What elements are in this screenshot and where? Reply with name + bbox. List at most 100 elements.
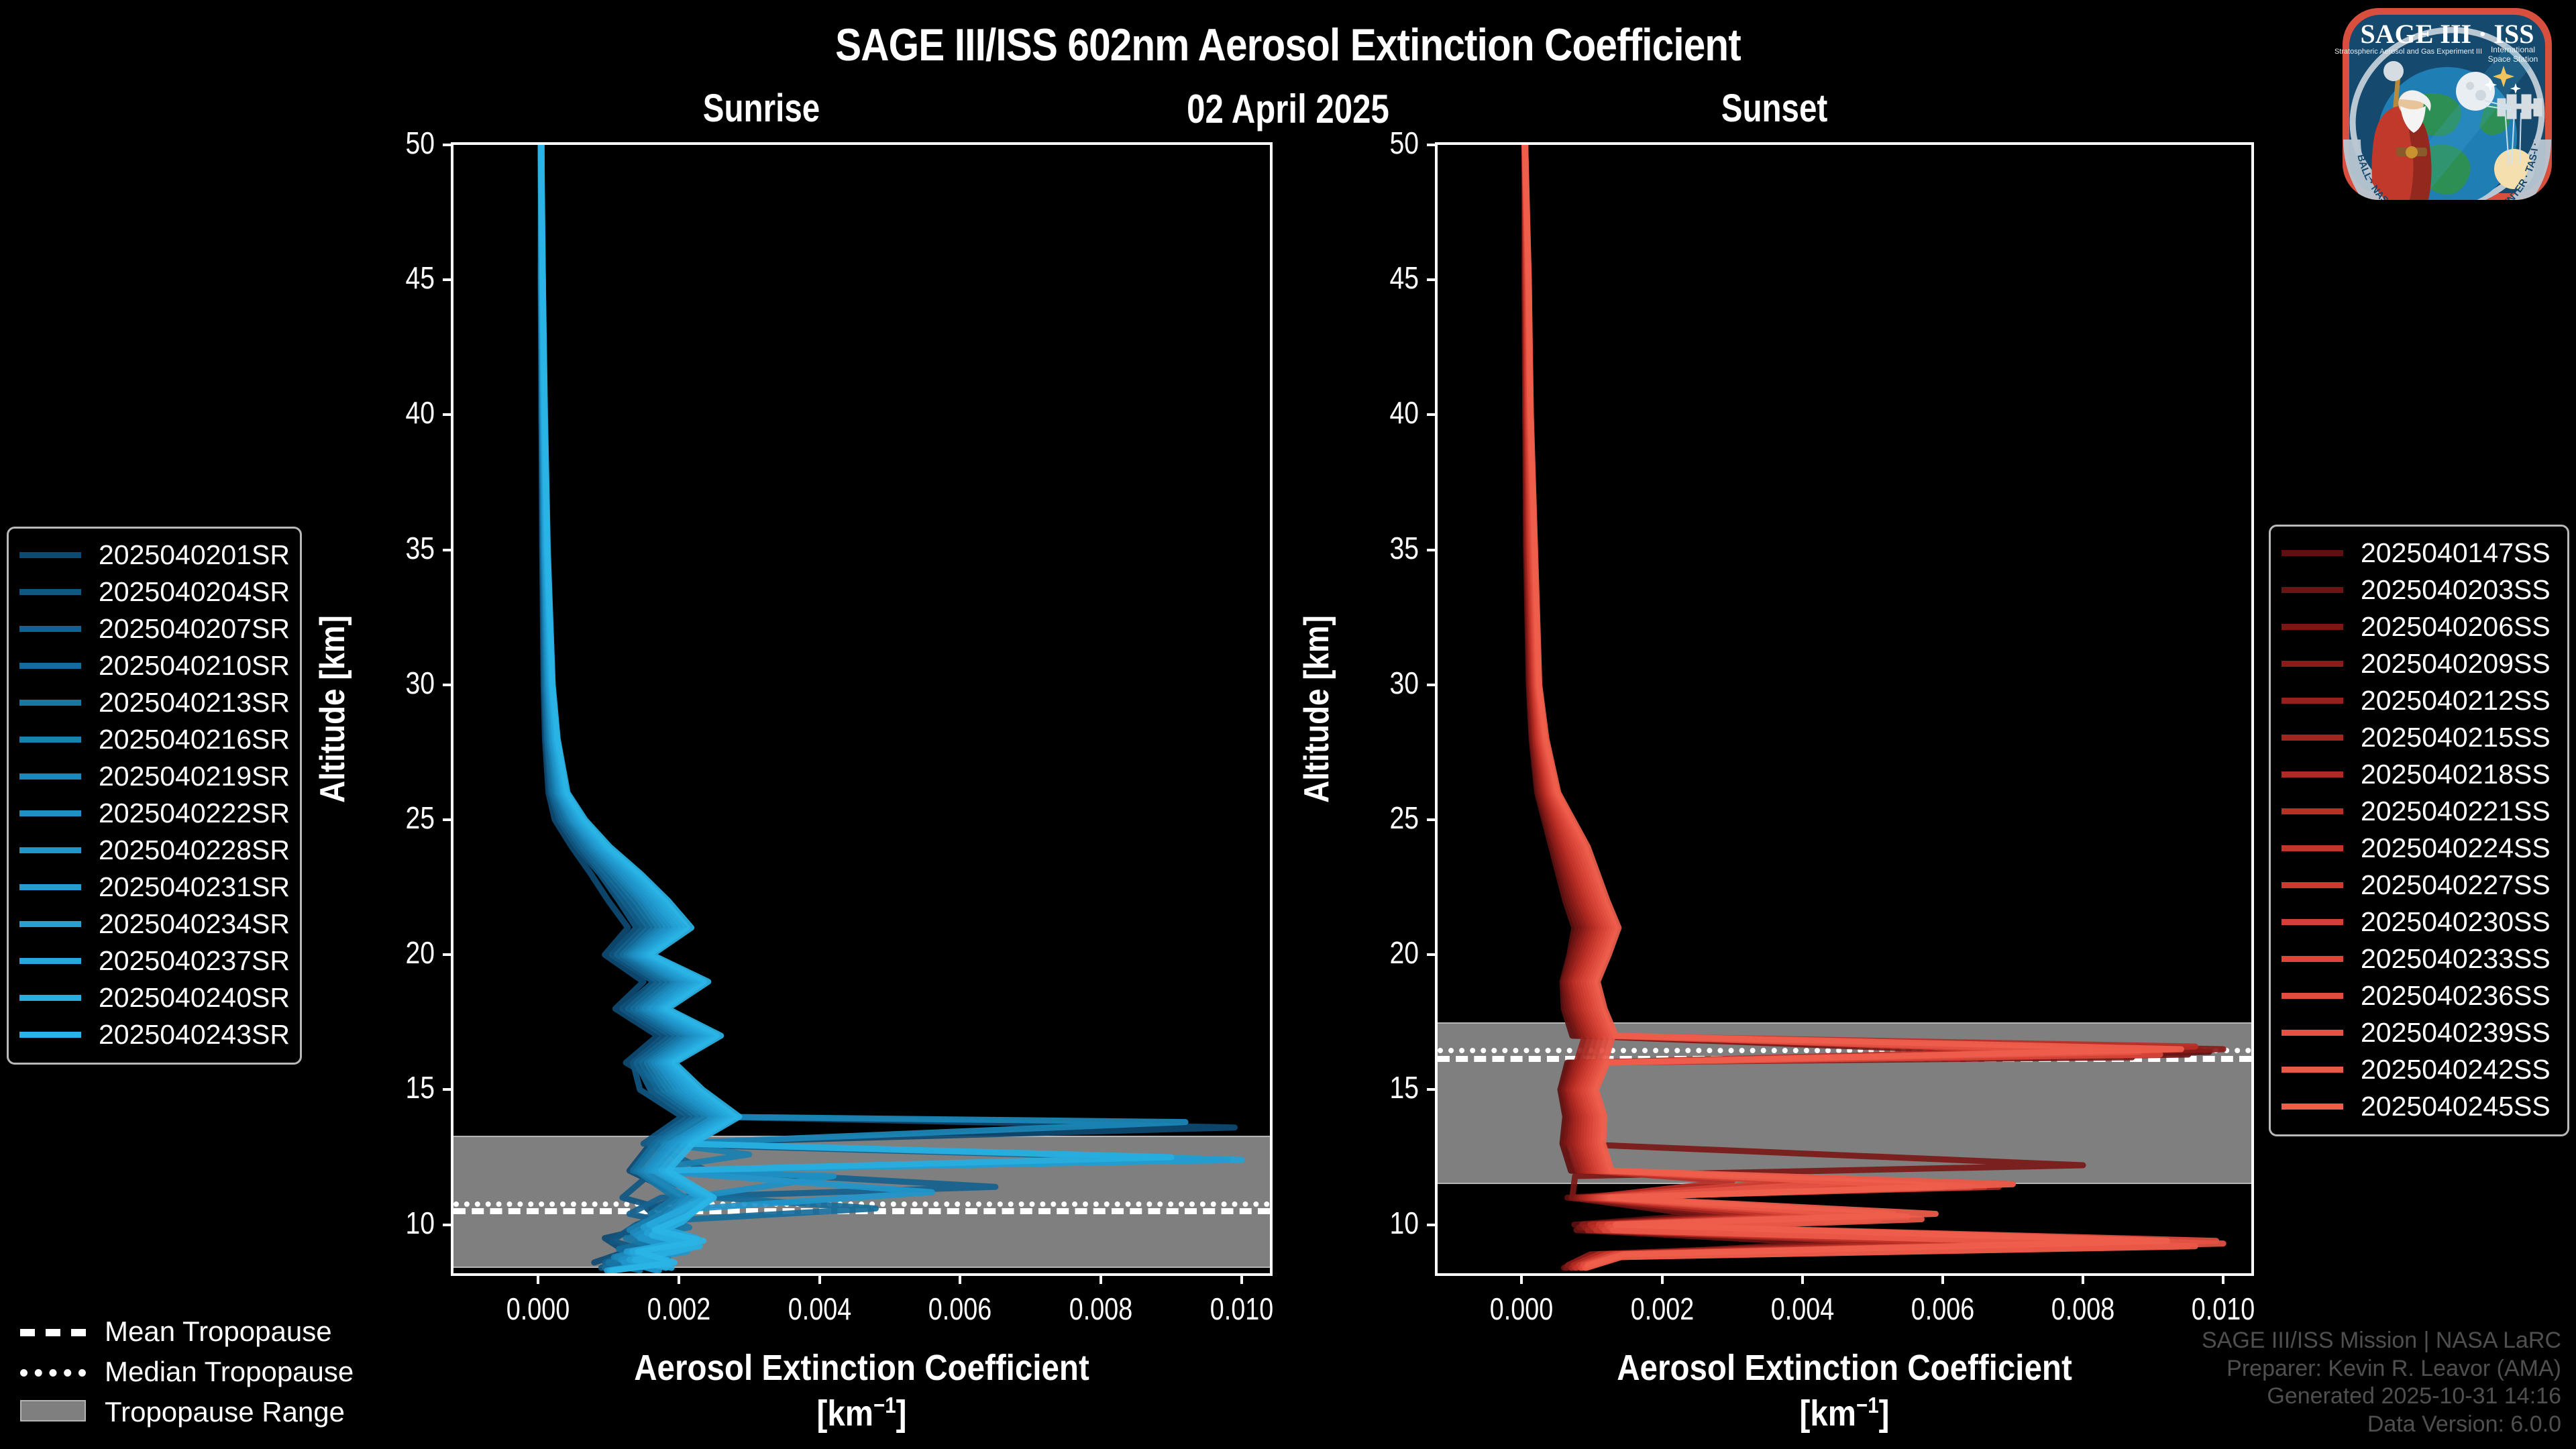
legend-item[interactable]: 2025040213SR: [19, 684, 290, 721]
x-tick-label: 0.002: [1630, 1291, 1694, 1326]
legend-item[interactable]: 2025040212SS: [2282, 682, 2557, 719]
x-tick-mark: [1660, 1273, 1664, 1284]
y-tick-label: 10: [1389, 1205, 1419, 1240]
legend-item[interactable]: 2025040243SR: [19, 1016, 290, 1053]
legend-item-label: 2025040215SS: [2361, 722, 2551, 753]
y-tick-mark: [443, 548, 453, 551]
legend-item[interactable]: 2025040239SS: [2282, 1014, 2557, 1051]
y-tick-label: 30: [405, 665, 435, 700]
legend-item-tropopause-range: Tropopause Range: [20, 1392, 436, 1432]
x-tick-mark: [2222, 1273, 2225, 1284]
extinction-profile-line: [1521, 145, 2135, 1271]
legend-color-swatch: [2282, 882, 2343, 888]
legend-color-swatch: [2282, 845, 2343, 851]
legend-item[interactable]: 2025040242SS: [2282, 1051, 2557, 1088]
legend-item[interactable]: 2025040215SS: [2282, 719, 2557, 756]
y-tick-label: 35: [1389, 530, 1419, 566]
x-axis-label-text: Aerosol Extinction Coefficient: [1617, 1348, 2072, 1388]
plot-area-sunset: [1435, 142, 2254, 1276]
legend-item-label: 2025040224SS: [2361, 833, 2551, 863]
legend-item-label: 2025040237SR: [99, 945, 290, 976]
legend-label-median: Median Tropopause: [105, 1356, 354, 1387]
legend-color-swatch: [19, 921, 81, 927]
legend-item-median-tropopause: Median Tropopause: [20, 1352, 436, 1392]
legend-item-label: 2025040206SS: [2361, 611, 2551, 642]
credits-line-preparer: Preparer: Kevin R. Leavor (AMA): [2226, 1355, 2561, 1381]
legend-item-label: 2025040212SS: [2361, 685, 2551, 716]
legend-item[interactable]: 2025040147SS: [2282, 535, 2557, 572]
y-tick-mark: [1427, 1223, 1438, 1226]
legend-color-swatch: [2282, 1104, 2343, 1110]
legend-item[interactable]: 2025040228SR: [19, 832, 290, 869]
legend-item[interactable]: 2025040210SR: [19, 647, 290, 684]
legend-item[interactable]: 2025040219SR: [19, 758, 290, 795]
credits-line-version: Data Version: 6.0.0: [2367, 1411, 2561, 1437]
dashed-line-icon: [20, 1324, 86, 1340]
legend-item[interactable]: 2025040204SR: [19, 574, 290, 610]
legend-item[interactable]: 2025040216SR: [19, 721, 290, 758]
panel-title-sunset: Sunset: [1721, 87, 1828, 130]
legend-color-swatch: [19, 773, 81, 780]
legend-item[interactable]: 2025040237SR: [19, 943, 290, 979]
legend-item[interactable]: 2025040236SS: [2282, 977, 2557, 1014]
x-tick-mark: [1240, 1273, 1244, 1284]
legend-item-label: 2025040207SR: [99, 613, 290, 644]
y-tick-label: 40: [405, 395, 435, 431]
legend-item[interactable]: 2025040224SS: [2282, 830, 2557, 867]
extinction-profile-line: [1521, 145, 2157, 1271]
legend-item[interactable]: 2025040209SS: [2282, 645, 2557, 682]
y-tick-mark: [443, 144, 453, 146]
legend-item[interactable]: 2025040206SS: [2282, 608, 2557, 645]
extinction-profile-line: [538, 145, 1245, 1271]
x-tick-label: 0.006: [1911, 1291, 1975, 1326]
y-tick-label: 30: [1389, 665, 1419, 700]
legend-item[interactable]: 2025040231SR: [19, 869, 290, 906]
legend-item-label: 2025040204SR: [99, 576, 290, 607]
legend-item[interactable]: 2025040240SR: [19, 979, 290, 1016]
legend-item[interactable]: 2025040234SR: [19, 906, 290, 943]
y-tick-label: 35: [405, 530, 435, 566]
y-tick-mark: [443, 953, 453, 957]
extinction-profile-line: [538, 145, 1175, 1271]
legend-item[interactable]: 2025040227SS: [2282, 867, 2557, 904]
legend-item[interactable]: 2025040203SS: [2282, 572, 2557, 608]
legend-item[interactable]: 2025040222SR: [19, 795, 290, 832]
x-tick-mark: [1520, 1273, 1523, 1284]
legend-item[interactable]: 2025040201SR: [19, 537, 290, 574]
x-axis-label-sunrise: Aerosol Extinction Coefficient [km−1]: [502, 1347, 1221, 1434]
y-tick-mark: [1427, 683, 1438, 686]
y-tick-mark: [443, 278, 453, 282]
legend-color-swatch: [2282, 698, 2343, 704]
x-tick-mark: [1801, 1273, 1804, 1284]
gray-swatch-icon: [20, 1400, 86, 1421]
legend-color-swatch: [2282, 550, 2343, 556]
legend-item-label: 2025040218SS: [2361, 759, 2551, 790]
x-tick-label: 0.000: [1490, 1291, 1554, 1326]
date-title: 02 April 2025: [1187, 87, 1389, 131]
legend-item[interactable]: 2025040233SS: [2282, 941, 2557, 977]
legend-item[interactable]: 2025040218SS: [2282, 756, 2557, 793]
y-tick-mark: [443, 1223, 453, 1226]
median-tropopause-line-sunrise: [453, 1201, 1270, 1208]
x-tick-label: 0.006: [928, 1291, 992, 1326]
y-tick-label: 45: [1389, 260, 1419, 296]
legend-item[interactable]: 2025040230SS: [2282, 904, 2557, 941]
y-tick-mark: [443, 1088, 453, 1091]
legend-item-label: 2025040221SS: [2361, 796, 2551, 826]
legend-item[interactable]: 2025040221SS: [2282, 793, 2557, 830]
legend-sunset[interactable]: 2025040147SS 2025040203SS 2025040206SS 2025…: [2269, 525, 2569, 1136]
legend-color-swatch: [2282, 1067, 2343, 1073]
x-tick-label: 0.010: [2191, 1291, 2255, 1326]
y-tick-label: 20: [405, 935, 435, 971]
y-axis-label-sunrise: Altitude [km]: [313, 615, 352, 803]
extinction-profile-line: [1521, 145, 2086, 1271]
extinction-profile-line: [1521, 145, 2192, 1271]
x-axis-label-text: Aerosol Extinction Coefficient: [634, 1348, 1089, 1388]
legend-sunrise[interactable]: 2025040201SR 2025040204SR 2025040207SR 2025…: [7, 527, 302, 1065]
legend-item[interactable]: 2025040207SR: [19, 610, 290, 647]
legend-item[interactable]: 2025040245SS: [2282, 1088, 2557, 1125]
extinction-profile-line: [1522, 145, 2184, 1269]
legend-item-label: 2025040234SR: [99, 908, 290, 939]
legend-label-range: Tropopause Range: [105, 1396, 345, 1428]
legend-color-swatch: [19, 700, 81, 706]
